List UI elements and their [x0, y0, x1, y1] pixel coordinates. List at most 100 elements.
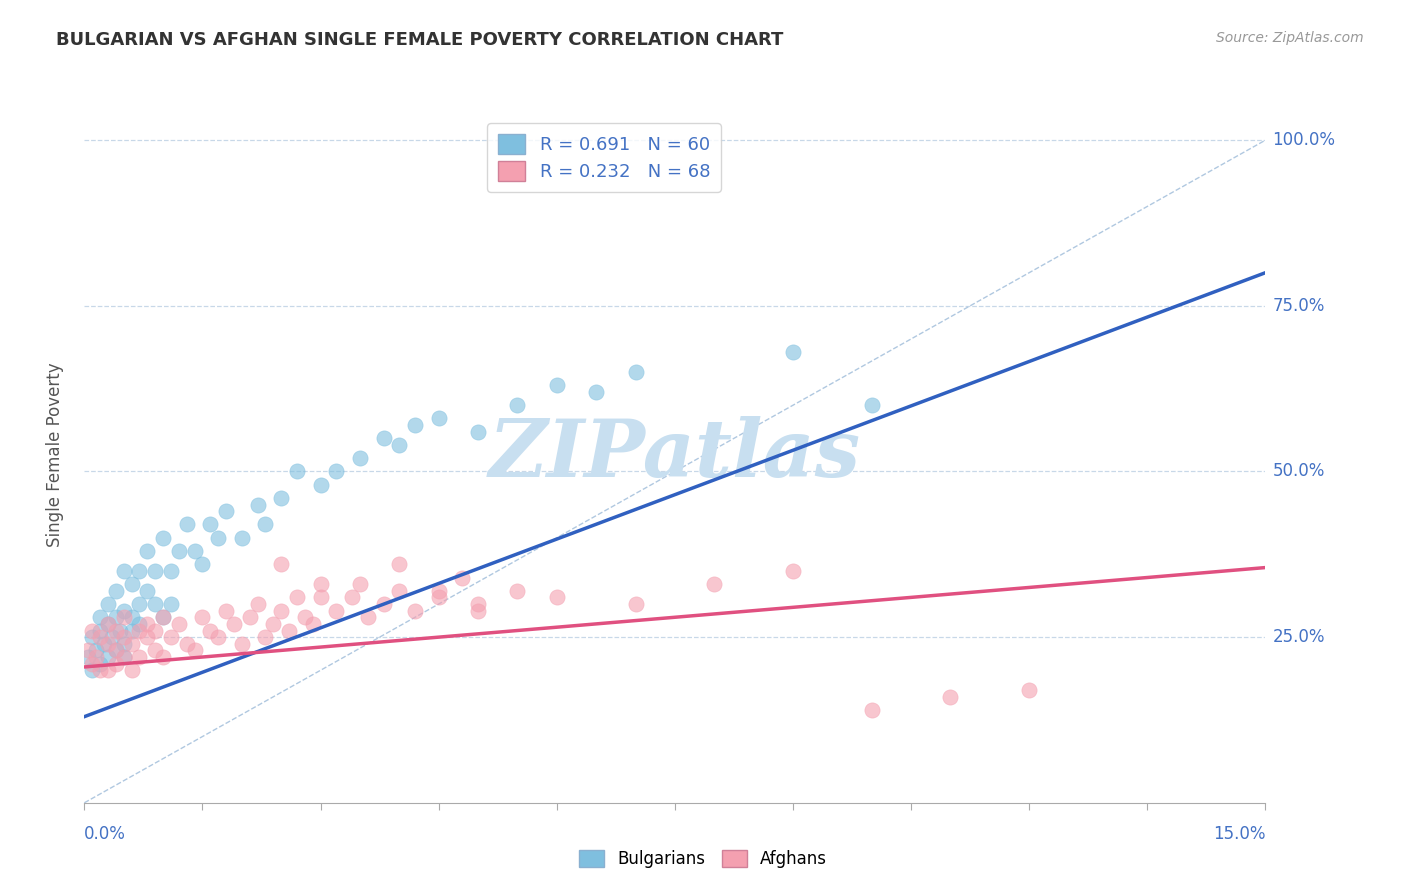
Point	[121, 610, 143, 624]
Point	[404, 418, 426, 433]
Point	[285, 591, 308, 605]
Point	[136, 544, 159, 558]
Point	[89, 657, 111, 671]
Y-axis label: Single Female Poverty: Single Female Poverty	[45, 363, 63, 547]
Point	[104, 657, 127, 671]
Point	[546, 378, 568, 392]
Point	[467, 597, 489, 611]
Point	[546, 591, 568, 605]
Point	[309, 577, 332, 591]
Point	[325, 604, 347, 618]
Point	[128, 564, 150, 578]
Point	[939, 690, 962, 704]
Point	[143, 564, 166, 578]
Text: 25.0%: 25.0%	[1272, 628, 1324, 646]
Text: 100.0%: 100.0%	[1272, 131, 1336, 149]
Point	[200, 624, 222, 638]
Legend: Bulgarians, Afghans: Bulgarians, Afghans	[572, 843, 834, 875]
Point	[349, 451, 371, 466]
Point	[246, 498, 269, 512]
Point	[860, 398, 883, 412]
Point	[121, 663, 143, 677]
Point	[167, 544, 190, 558]
Point	[143, 597, 166, 611]
Point	[160, 597, 183, 611]
Point	[215, 604, 238, 618]
Point	[427, 591, 450, 605]
Point	[231, 637, 253, 651]
Point	[1018, 683, 1040, 698]
Point	[246, 597, 269, 611]
Point	[207, 531, 229, 545]
Point	[93, 637, 115, 651]
Point	[112, 604, 135, 618]
Point	[136, 583, 159, 598]
Point	[207, 630, 229, 644]
Point	[97, 637, 120, 651]
Point	[97, 616, 120, 631]
Point	[373, 597, 395, 611]
Point	[285, 465, 308, 479]
Point	[128, 650, 150, 665]
Point	[404, 604, 426, 618]
Text: 0.0%: 0.0%	[84, 825, 127, 843]
Point	[104, 610, 127, 624]
Point	[860, 703, 883, 717]
Point	[128, 616, 150, 631]
Point	[160, 630, 183, 644]
Point	[112, 564, 135, 578]
Point	[97, 597, 120, 611]
Text: 15.0%: 15.0%	[1213, 825, 1265, 843]
Point	[82, 657, 104, 671]
Point	[104, 643, 127, 657]
Point	[89, 663, 111, 677]
Point	[239, 610, 262, 624]
Point	[191, 558, 214, 572]
Point	[388, 558, 411, 572]
Point	[104, 643, 127, 657]
Point	[77, 643, 100, 657]
Point	[108, 624, 131, 638]
Point	[121, 637, 143, 651]
Point	[585, 384, 607, 399]
Point	[325, 465, 347, 479]
Point	[97, 616, 120, 631]
Point	[143, 624, 166, 638]
Point	[270, 491, 292, 505]
Point	[82, 624, 104, 638]
Point	[270, 604, 292, 618]
Point	[349, 577, 371, 591]
Point	[467, 425, 489, 439]
Point	[388, 438, 411, 452]
Point	[340, 591, 363, 605]
Point	[112, 610, 135, 624]
Point	[128, 624, 150, 638]
Point	[467, 604, 489, 618]
Point	[231, 531, 253, 545]
Point	[176, 517, 198, 532]
Point	[309, 477, 332, 491]
Point	[84, 643, 107, 657]
Point	[89, 630, 111, 644]
Point	[278, 624, 301, 638]
Text: BULGARIAN VS AFGHAN SINGLE FEMALE POVERTY CORRELATION CHART: BULGARIAN VS AFGHAN SINGLE FEMALE POVERT…	[56, 31, 783, 49]
Point	[703, 577, 725, 591]
Point	[427, 583, 450, 598]
Point	[89, 624, 111, 638]
Point	[152, 610, 174, 624]
Point	[262, 616, 284, 631]
Point	[143, 643, 166, 657]
Point	[357, 610, 380, 624]
Point	[89, 610, 111, 624]
Point	[373, 431, 395, 445]
Point	[215, 504, 238, 518]
Point	[222, 616, 245, 631]
Point	[101, 630, 124, 644]
Point	[97, 650, 120, 665]
Point	[112, 650, 135, 665]
Point	[152, 650, 174, 665]
Point	[176, 637, 198, 651]
Point	[294, 610, 316, 624]
Point	[782, 345, 804, 359]
Point	[121, 577, 143, 591]
